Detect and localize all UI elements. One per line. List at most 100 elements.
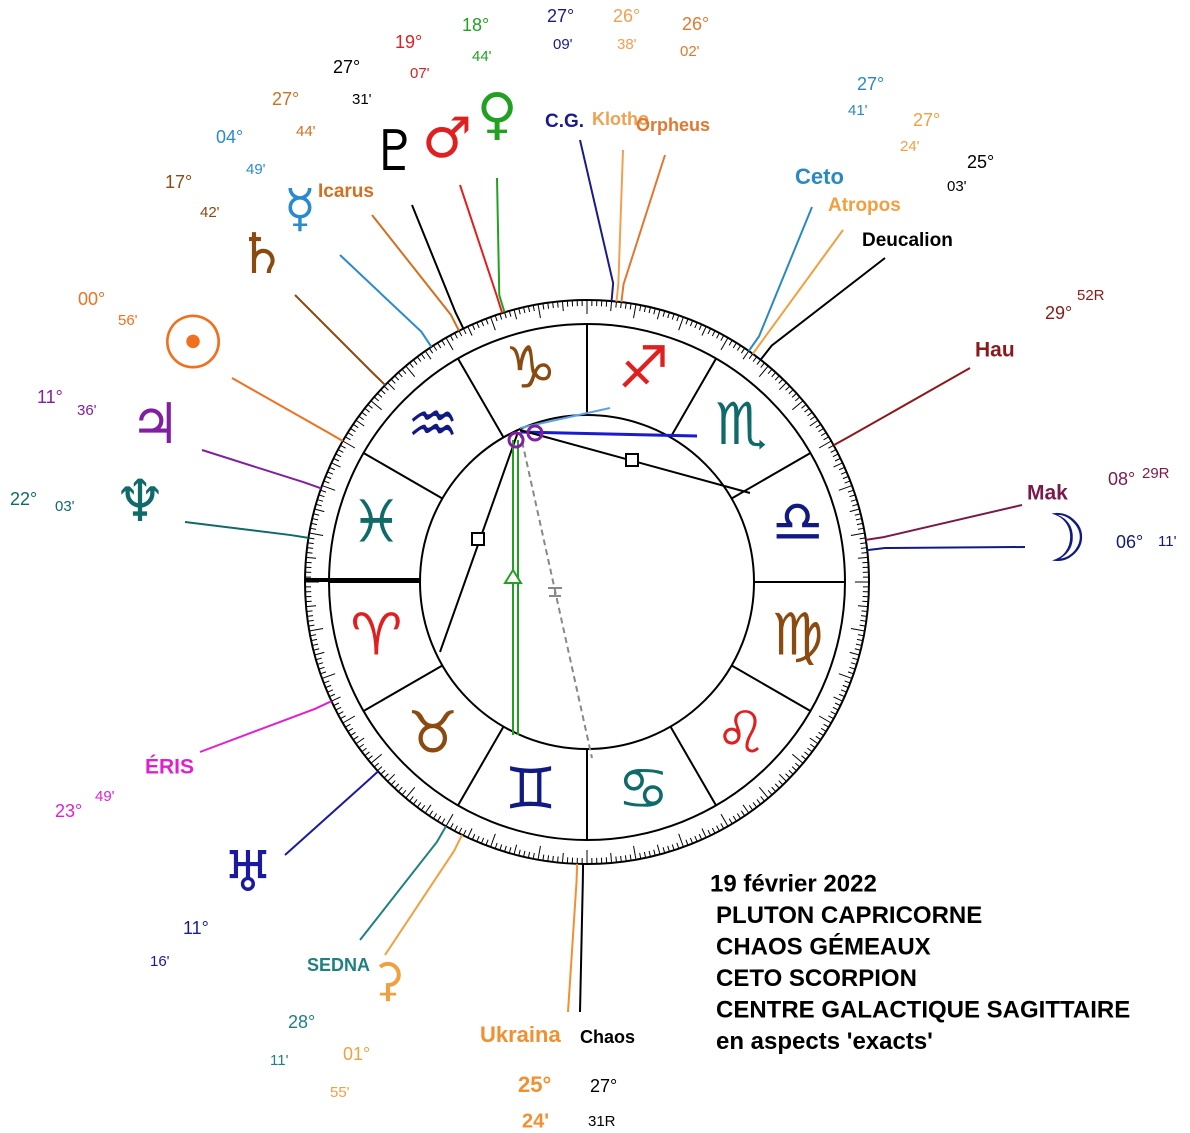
degree-tick xyxy=(312,643,319,646)
degree-tick xyxy=(720,337,729,351)
body-minute: 55' xyxy=(330,1084,350,1101)
degree-tick xyxy=(412,799,418,805)
degree-tick xyxy=(335,453,342,458)
degree-tick xyxy=(633,304,637,319)
degree-tick xyxy=(850,499,857,502)
body-glyph: ⚳ xyxy=(371,953,405,1007)
degree-tick xyxy=(859,624,866,627)
degree-tick xyxy=(856,638,863,642)
body-degree: 29° xyxy=(1045,303,1072,323)
sign-glyph: ♑ xyxy=(505,334,557,402)
degree-tick xyxy=(327,471,334,475)
degree-tick xyxy=(785,385,791,391)
body-minute: 16' xyxy=(150,953,170,970)
degree-tick xyxy=(844,680,851,684)
body-degree: 11° xyxy=(37,387,63,407)
degree-tick xyxy=(850,532,865,536)
degree-tick xyxy=(340,715,346,720)
degree-tick xyxy=(794,762,801,768)
degree-tick xyxy=(740,347,746,354)
degree-tick xyxy=(518,308,521,315)
degree-tick xyxy=(309,628,324,632)
body-glyph: ♂ xyxy=(422,106,472,171)
degree-tick xyxy=(791,753,804,764)
degree-tick xyxy=(833,696,843,702)
degree-tick xyxy=(542,303,545,310)
sign-boundary xyxy=(669,358,717,438)
leader-line xyxy=(747,206,813,352)
leader-line xyxy=(201,449,322,490)
degree-tick xyxy=(394,375,400,381)
degree-tick xyxy=(758,786,769,799)
body-name: Atropos xyxy=(828,195,901,216)
degree-tick xyxy=(494,315,498,322)
degree-tick xyxy=(840,471,847,475)
degree-tick xyxy=(676,842,680,849)
degree-tick xyxy=(694,835,698,842)
degree-tick xyxy=(859,537,866,540)
degree-tick xyxy=(490,316,496,331)
body-degree: 27° xyxy=(590,1076,617,1096)
body-glyph: ☽ xyxy=(1028,500,1087,577)
degree-tick xyxy=(720,823,725,829)
degree-tick xyxy=(499,844,503,851)
leader-line xyxy=(284,770,379,856)
degree-tick xyxy=(449,823,454,829)
degree-tick xyxy=(323,680,330,684)
degree-tick xyxy=(508,847,512,854)
degree-tick xyxy=(804,407,810,413)
degree-tick xyxy=(849,666,856,670)
degree-tick xyxy=(537,845,541,860)
body-name: Ceto xyxy=(795,164,844,189)
degree-tick xyxy=(552,302,554,309)
degree-tick xyxy=(331,462,341,468)
degree-tick xyxy=(476,835,480,842)
degree-tick xyxy=(752,802,758,808)
sign-glyph: ♎ xyxy=(772,488,824,556)
degree-tick xyxy=(732,342,737,349)
degree-tick xyxy=(441,818,446,824)
degree-tick xyxy=(639,852,642,859)
degree-tick xyxy=(306,610,313,612)
degree-tick xyxy=(648,307,651,314)
degree-tick xyxy=(441,340,446,346)
degree-tick xyxy=(849,508,860,513)
degree-tick xyxy=(850,628,865,632)
leader-line xyxy=(759,257,886,361)
degree-tick xyxy=(861,552,868,554)
degree-tick xyxy=(373,396,380,402)
body-degree: 04° xyxy=(216,127,243,147)
degree-tick xyxy=(720,335,725,341)
degree-tick xyxy=(454,332,458,339)
body-minute: 03' xyxy=(55,498,75,515)
sign-boundary xyxy=(731,664,811,712)
degree-tick xyxy=(380,389,386,395)
degree-tick xyxy=(838,466,845,471)
sign-boundary xyxy=(363,452,443,500)
degree-tick xyxy=(774,375,780,381)
degree-tick xyxy=(387,382,396,391)
degree-tick xyxy=(523,850,526,857)
degree-tick xyxy=(742,350,750,360)
degree-tick xyxy=(485,839,489,846)
body-degree: 19° xyxy=(395,32,422,52)
body-glyph: ♆ xyxy=(114,467,166,535)
degree-tick xyxy=(857,556,868,559)
degree-tick xyxy=(333,702,340,707)
degree-tick xyxy=(467,828,473,838)
degree-tick xyxy=(347,432,354,437)
degree-tick xyxy=(401,789,407,796)
body-glyph: ♇ xyxy=(370,119,420,184)
degree-tick xyxy=(315,503,322,507)
leader-line xyxy=(865,504,1023,541)
degree-tick xyxy=(736,813,742,819)
degree-tick xyxy=(701,326,707,336)
degree-tick xyxy=(373,762,380,768)
degree-tick xyxy=(308,624,315,627)
degree-tick xyxy=(656,309,661,320)
leader-line xyxy=(339,254,433,348)
degree-tick xyxy=(639,305,642,312)
degree-tick xyxy=(860,615,867,617)
body-degree: 17° xyxy=(165,172,192,192)
sign-glyph: ♓ xyxy=(350,488,402,556)
